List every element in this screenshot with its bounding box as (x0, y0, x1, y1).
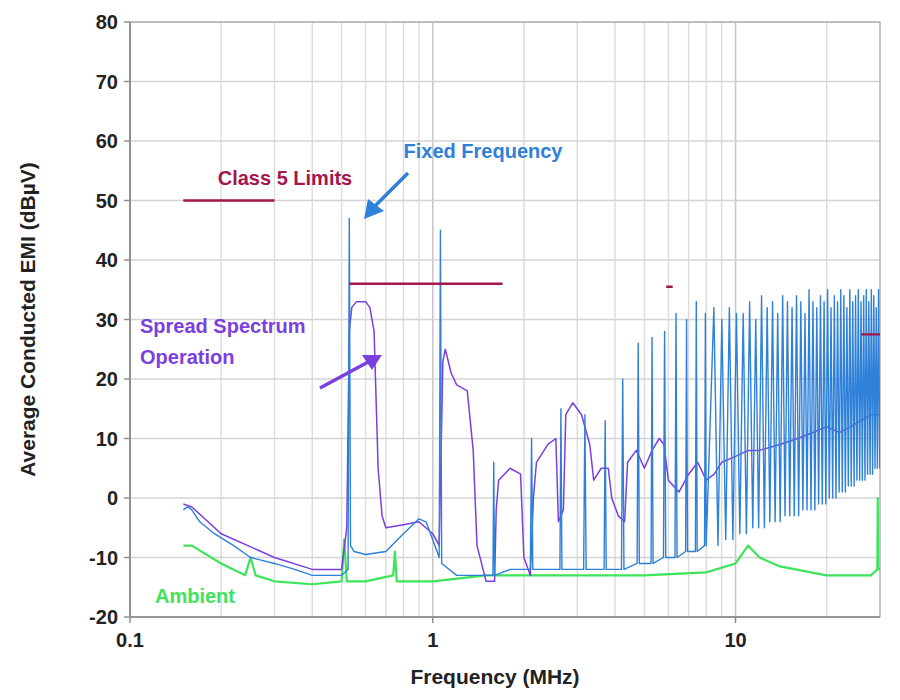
annotation-arrowhead (362, 355, 382, 370)
series-line (183, 201, 880, 335)
y-grid-line (130, 616, 880, 617)
chart-wrap: 0.1 1 10 -20 -10 0 10 20 30 40 50 60 70 80 Frequency (… (0, 0, 900, 700)
y-tick-label: 60 (96, 130, 118, 152)
annotation-arrow (374, 173, 408, 207)
x-tick-label: 0.1 (116, 629, 144, 651)
y-tick-label: 20 (96, 368, 118, 390)
y-tick (124, 557, 130, 558)
annotation-arrow (320, 361, 370, 388)
y-grid-line (130, 557, 880, 558)
plot-frame (130, 22, 880, 617)
x-axis-line (130, 616, 880, 618)
y-tick-label: 50 (96, 190, 118, 212)
x-tick (432, 617, 433, 623)
grid (130, 22, 880, 617)
y-tick (124, 319, 130, 320)
x-grid-line (129, 22, 131, 617)
y-tick-label: 10 (96, 428, 118, 450)
x-tick-label: 10 (724, 629, 746, 651)
series-line (183, 218, 879, 575)
y-tick-label: 0 (107, 487, 118, 509)
y-tick-label: -10 (89, 547, 118, 569)
y-tick-label: 80 (96, 11, 118, 33)
y-tick-label: 40 (96, 249, 118, 271)
x-tick-label: 1 (427, 629, 438, 651)
annotation-arrowhead (364, 199, 384, 219)
y-tick (124, 21, 130, 22)
chart-svg: 0.1 1 10 -20 -10 0 10 20 30 40 50 60 70 80 Frequency (… (0, 0, 900, 700)
annotation-ambient: Ambient (155, 585, 235, 607)
y-grid-line (130, 497, 880, 498)
y-axis-line (129, 22, 131, 617)
annotation-fixed-frequency: Fixed Frequency (404, 140, 564, 162)
y-tick (124, 259, 130, 260)
annotation-limits: Class 5 Limits (218, 167, 353, 189)
x-tick (129, 617, 130, 623)
plot-data (183, 201, 880, 585)
y-tick (124, 140, 130, 141)
y-tick-label: 30 (96, 309, 118, 331)
y-tick (124, 438, 130, 439)
y-grid-line (130, 259, 880, 260)
y-tick (124, 616, 130, 617)
y-tick (124, 81, 130, 82)
y-axis-title: Average Conducted EMI (dBµV) (16, 162, 39, 477)
annotation-spread-spectrum: Spread Spectrum Operation (140, 311, 355, 373)
y-tick (124, 497, 130, 498)
y-grid-line (130, 81, 880, 82)
y-tick-label: 70 (96, 71, 118, 93)
x-tick (735, 617, 736, 623)
x-axis-title: Frequency (MHz) (410, 665, 579, 688)
y-tick-label: -20 (89, 606, 118, 628)
y-grid-line (130, 438, 880, 439)
y-tick (124, 200, 130, 201)
y-tick (124, 378, 130, 379)
